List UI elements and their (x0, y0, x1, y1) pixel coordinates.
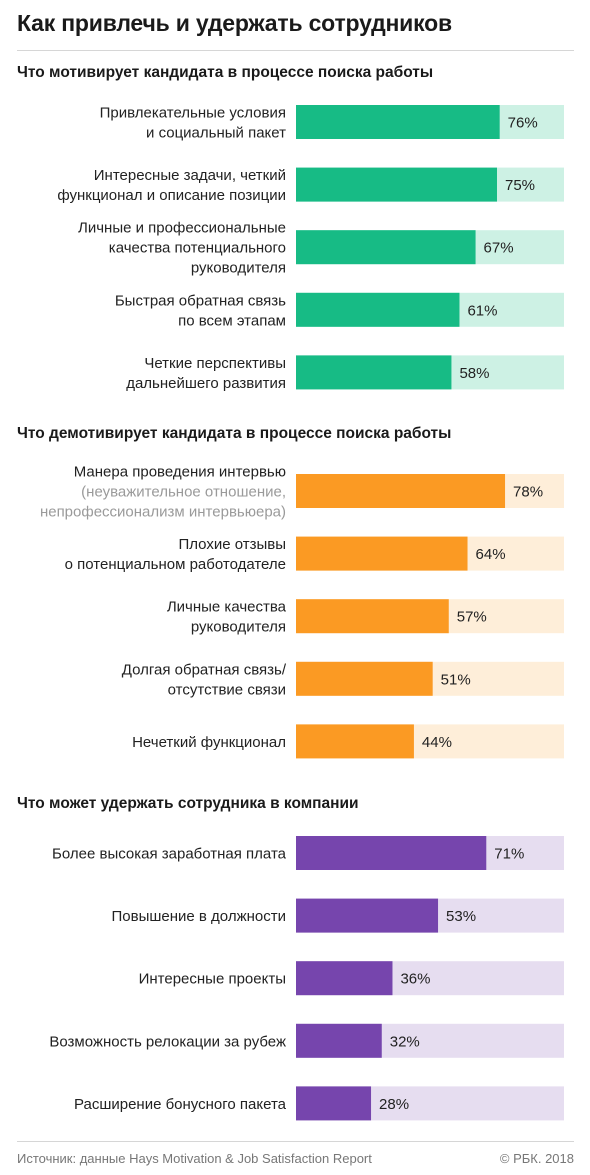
value-label: 75% (505, 177, 535, 194)
section-title: Что мотивирует кандидата в процессе поис… (17, 64, 433, 81)
category-label: дальнейшего развития (126, 375, 286, 392)
category-label: Интересные проекты (139, 971, 286, 988)
category-label: Быстрая обратная связь (115, 292, 286, 309)
category-label: Более высокая заработная плата (52, 846, 287, 863)
category-label: Личные и профессиональные (78, 220, 286, 237)
value-label: 51% (441, 671, 471, 688)
category-label: и социальный пакет (146, 125, 286, 142)
source-note: Источник: данные Hays Motivation & Job S… (17, 1151, 372, 1166)
value-label: 53% (446, 908, 476, 925)
bar (296, 1023, 382, 1058)
page-title: Как привлечь и удержать сотрудников (17, 10, 452, 36)
category-note: (неуважительное отношение, (81, 484, 286, 501)
bar-charts: Что мотивирует кандидата в процессе поис… (17, 64, 564, 1121)
category-label: Четкие перспективы (144, 355, 286, 372)
title-divider (17, 50, 574, 51)
category-label: Повышение в должности (112, 908, 287, 925)
value-label: 57% (457, 609, 487, 626)
category-label: отсутствие связи (168, 681, 286, 698)
category-label: функционал и описание позиции (57, 187, 286, 204)
section-title: Что демотивирует кандидата в процессе по… (17, 425, 451, 442)
category-label: Расширение бонусного пакета (74, 1096, 287, 1113)
footer-divider (17, 1141, 574, 1142)
bar (296, 961, 393, 996)
value-label: 76% (508, 115, 538, 132)
copyright: © РБК. 2018 (499, 1151, 574, 1166)
value-label: 67% (484, 240, 514, 257)
value-label: 71% (494, 846, 524, 863)
value-label: 28% (379, 1096, 409, 1113)
bar (296, 898, 439, 933)
value-label: 58% (459, 365, 489, 382)
category-note: непрофессионализм интервьюера) (40, 504, 286, 521)
bar (296, 292, 460, 327)
category-label: Привлекательные условия (100, 105, 286, 122)
bar (296, 536, 468, 571)
category-label: качества потенциального (109, 240, 286, 257)
value-label: 61% (467, 302, 497, 319)
category-label: Нечеткий функционал (132, 734, 286, 751)
bar (296, 355, 452, 390)
value-label: 44% (422, 734, 452, 751)
category-label: Возможность релокации за рубеж (49, 1033, 286, 1050)
value-label: 36% (400, 971, 430, 988)
value-label: 64% (476, 546, 506, 563)
category-label: Личные качества (167, 599, 287, 616)
bar (296, 661, 433, 696)
bar (296, 599, 449, 634)
category-label: Манера проведения интервью (74, 464, 286, 481)
category-label: Долгая обратная связь/ (122, 661, 287, 678)
category-label: руководителя (191, 619, 286, 636)
bar (296, 230, 476, 265)
value-label: 78% (513, 484, 543, 501)
category-label: о потенциальном работодателе (65, 556, 286, 573)
bar (296, 474, 506, 508)
category-label: Интересные задачи, четкий (94, 167, 286, 184)
bar (296, 167, 497, 202)
category-label: по всем этапам (178, 312, 286, 329)
bar (296, 105, 500, 139)
value-label: 32% (390, 1033, 420, 1050)
bar (296, 836, 487, 870)
section-title: Что может удержать сотрудника в компании (17, 795, 359, 812)
bar (296, 724, 414, 759)
category-label: Плохие отзывы (178, 536, 286, 553)
bar (296, 1086, 372, 1121)
category-label: руководителя (191, 260, 286, 277)
